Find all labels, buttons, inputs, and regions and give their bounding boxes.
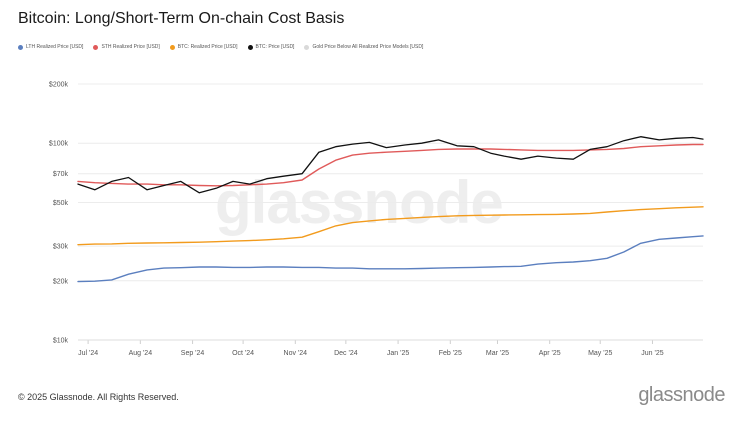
legend-label-sth: STH Realized Price [USD] (101, 44, 160, 50)
legend-swatch-lth (18, 44, 23, 50)
legend-item-gold[interactable]: Gold Price Below All Realized Price Mode… (304, 44, 423, 50)
legend-label-price: BTC: Price [USD] (255, 44, 295, 50)
legend-label-realized: BTC: Realized Price [USD] (177, 44, 238, 50)
series-line-btc-realized-price-usd (77, 206, 704, 246)
legend-swatch-realized (169, 44, 175, 50)
chart-title: Bitcoin: Long/Short-Term On-chain Cost B… (18, 10, 345, 27)
y-tick-label: $30k (53, 244, 69, 251)
x-tick-label: Mar '25 (486, 350, 509, 357)
x-tick-label: Apr '25 (539, 350, 561, 357)
y-tick-label: $20k (53, 278, 69, 285)
x-tick-label: Sep '24 (181, 350, 205, 357)
legend-label-lth: LTH Realized Price [USD] (26, 44, 84, 50)
y-tick-label: $50k (53, 200, 69, 207)
chart-legend: LTH Realized Price [USD] STH Realized Pr… (18, 44, 423, 50)
y-tick-label: $200k (49, 82, 69, 89)
x-tick-label: Oct '24 (232, 350, 254, 357)
x-tick-label: Jul '24 (78, 350, 98, 357)
legend-item-price[interactable]: BTC: Price [USD] (247, 44, 295, 50)
legend-item-lth[interactable]: LTH Realized Price [USD] (18, 44, 83, 50)
glassnode-logo: glassnode (638, 384, 725, 406)
x-tick-label: Nov '24 (284, 350, 308, 357)
legend-item-sth[interactable]: STH Realized Price [USD] (93, 44, 160, 50)
y-tick-label: $10k (53, 338, 69, 345)
x-tick-label: Feb '25 (439, 350, 462, 357)
series-line-lth-realized-price-usd (77, 235, 704, 283)
legend-item-realized[interactable]: BTC: Realized Price [USD] (169, 44, 238, 50)
legend-swatch-gold (304, 44, 310, 50)
copyright-footer: © 2025 Glassnode. All Rights Reserved. (18, 392, 179, 402)
series-line-btc-price-usd (77, 136, 704, 194)
legend-swatch-sth (93, 44, 99, 50)
y-tick-label: $70k (53, 171, 69, 178)
x-tick-label: Dec '24 (334, 350, 358, 357)
legend-swatch-price (247, 44, 253, 50)
series-line-sth-realized-price-usd (77, 143, 704, 187)
legend-label-gold: Gold Price Below All Realized Price Mode… (312, 44, 424, 50)
y-tick-label: $100k (49, 141, 69, 148)
x-tick-label: Jun '25 (641, 350, 663, 357)
x-tick-label: Aug '24 (129, 350, 153, 357)
x-tick-label: May '25 (588, 350, 612, 357)
x-tick-label: Jan '25 (387, 350, 409, 357)
